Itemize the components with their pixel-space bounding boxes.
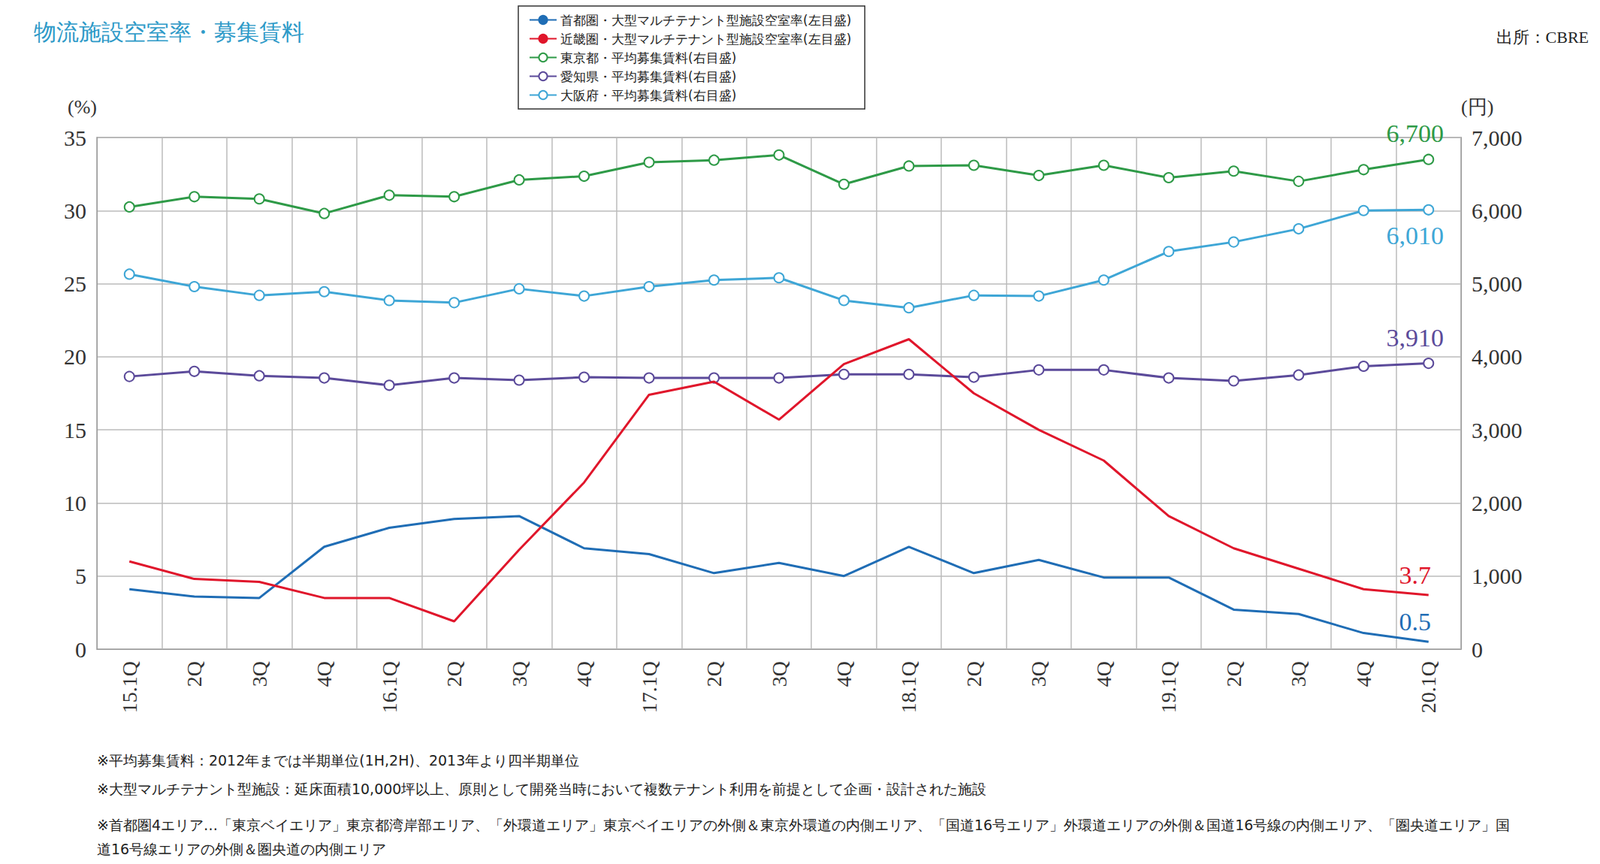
svg-text:6,000: 6,000 xyxy=(1471,198,1523,224)
svg-text:物流施設空室率・募集賃料: 物流施設空室率・募集賃料 xyxy=(33,18,305,46)
svg-text:19.1Q: 19.1Q xyxy=(1156,661,1181,713)
svg-text:3Q: 3Q xyxy=(1026,661,1051,687)
svg-text:0: 0 xyxy=(1471,636,1483,662)
svg-text:東京都・平均募集賃料(右目盛): 東京都・平均募集賃料(右目盛) xyxy=(560,50,737,66)
svg-text:5: 5 xyxy=(75,563,87,589)
svg-text:3.7: 3.7 xyxy=(1399,561,1432,589)
svg-text:(%): (%) xyxy=(67,96,97,118)
svg-text:4Q: 4Q xyxy=(312,661,336,687)
svg-text:1,000: 1,000 xyxy=(1471,563,1523,589)
svg-text:2Q: 2Q xyxy=(702,661,726,687)
svg-text:5,000: 5,000 xyxy=(1471,271,1523,296)
svg-text:4Q: 4Q xyxy=(572,661,596,687)
svg-text:2Q: 2Q xyxy=(442,661,466,687)
svg-text:6,010: 6,010 xyxy=(1386,221,1445,250)
svg-text:3Q: 3Q xyxy=(507,661,532,687)
svg-text:3Q: 3Q xyxy=(247,661,272,687)
svg-text:15.1Q: 15.1Q xyxy=(117,661,142,713)
svg-text:出所：CBRE: 出所：CBRE xyxy=(1496,27,1589,47)
svg-text:18.1Q: 18.1Q xyxy=(896,661,921,713)
svg-text:2Q: 2Q xyxy=(182,661,206,687)
svg-text:(円): (円) xyxy=(1461,96,1494,118)
svg-text:3Q: 3Q xyxy=(1286,661,1311,687)
svg-text:0.5: 0.5 xyxy=(1399,607,1432,636)
svg-text:7,000: 7,000 xyxy=(1471,125,1523,151)
svg-text:首都圏・大型マルチテナント型施設空室率(左目盛): 首都圏・大型マルチテナント型施設空室率(左目盛) xyxy=(560,12,852,28)
svg-text:6,700: 6,700 xyxy=(1386,119,1445,148)
svg-text:30: 30 xyxy=(63,198,87,224)
svg-text:※平均募集賃料：2012年までは半期単位(1H,2H)、20: ※平均募集賃料：2012年までは半期単位(1H,2H)、2013年より四半期単位 xyxy=(96,751,580,769)
svg-text:2Q: 2Q xyxy=(1222,661,1246,687)
svg-text:3,000: 3,000 xyxy=(1471,417,1523,443)
svg-text:4Q: 4Q xyxy=(832,661,856,687)
svg-text:4Q: 4Q xyxy=(1352,661,1376,687)
svg-text:大阪府・平均募集賃料(右目盛): 大阪府・平均募集賃料(右目盛) xyxy=(560,87,737,103)
svg-text:2Q: 2Q xyxy=(962,661,986,687)
svg-text:16.1Q: 16.1Q xyxy=(377,661,402,713)
svg-text:17.1Q: 17.1Q xyxy=(637,661,662,713)
svg-text:※首都圏4エリア…「東京ベイエリア」東京都湾岸部エリア、「外: ※首都圏4エリア…「東京ベイエリア」東京都湾岸部エリア、「外環道エリア」東京ベイ… xyxy=(96,816,1510,834)
svg-text:4,000: 4,000 xyxy=(1471,344,1523,369)
svg-text:近畿圏・大型マルチテナント型施設空室率(左目盛): 近畿圏・大型マルチテナント型施設空室率(左目盛) xyxy=(560,31,852,47)
svg-text:※大型マルチテナント型施設：延床面積10,000坪以上、原則: ※大型マルチテナント型施設：延床面積10,000坪以上、原則として開発当時におい… xyxy=(96,780,987,797)
svg-text:3,910: 3,910 xyxy=(1386,323,1445,352)
svg-text:35: 35 xyxy=(63,125,87,151)
svg-text:道16号線エリアの外側＆圏央道の内側エリア: 道16号線エリアの外側＆圏央道の内側エリア xyxy=(96,840,387,858)
svg-text:2,000: 2,000 xyxy=(1471,490,1523,516)
svg-text:3Q: 3Q xyxy=(767,661,791,687)
svg-text:25: 25 xyxy=(63,271,87,296)
svg-text:15: 15 xyxy=(63,417,87,443)
svg-text:10: 10 xyxy=(63,490,87,516)
svg-text:0: 0 xyxy=(75,636,87,662)
svg-text:4Q: 4Q xyxy=(1092,661,1116,687)
svg-text:20.1Q: 20.1Q xyxy=(1416,661,1440,713)
svg-text:愛知県・平均募集賃料(右目盛): 愛知県・平均募集賃料(右目盛) xyxy=(560,69,737,85)
svg-text:20: 20 xyxy=(63,344,87,369)
